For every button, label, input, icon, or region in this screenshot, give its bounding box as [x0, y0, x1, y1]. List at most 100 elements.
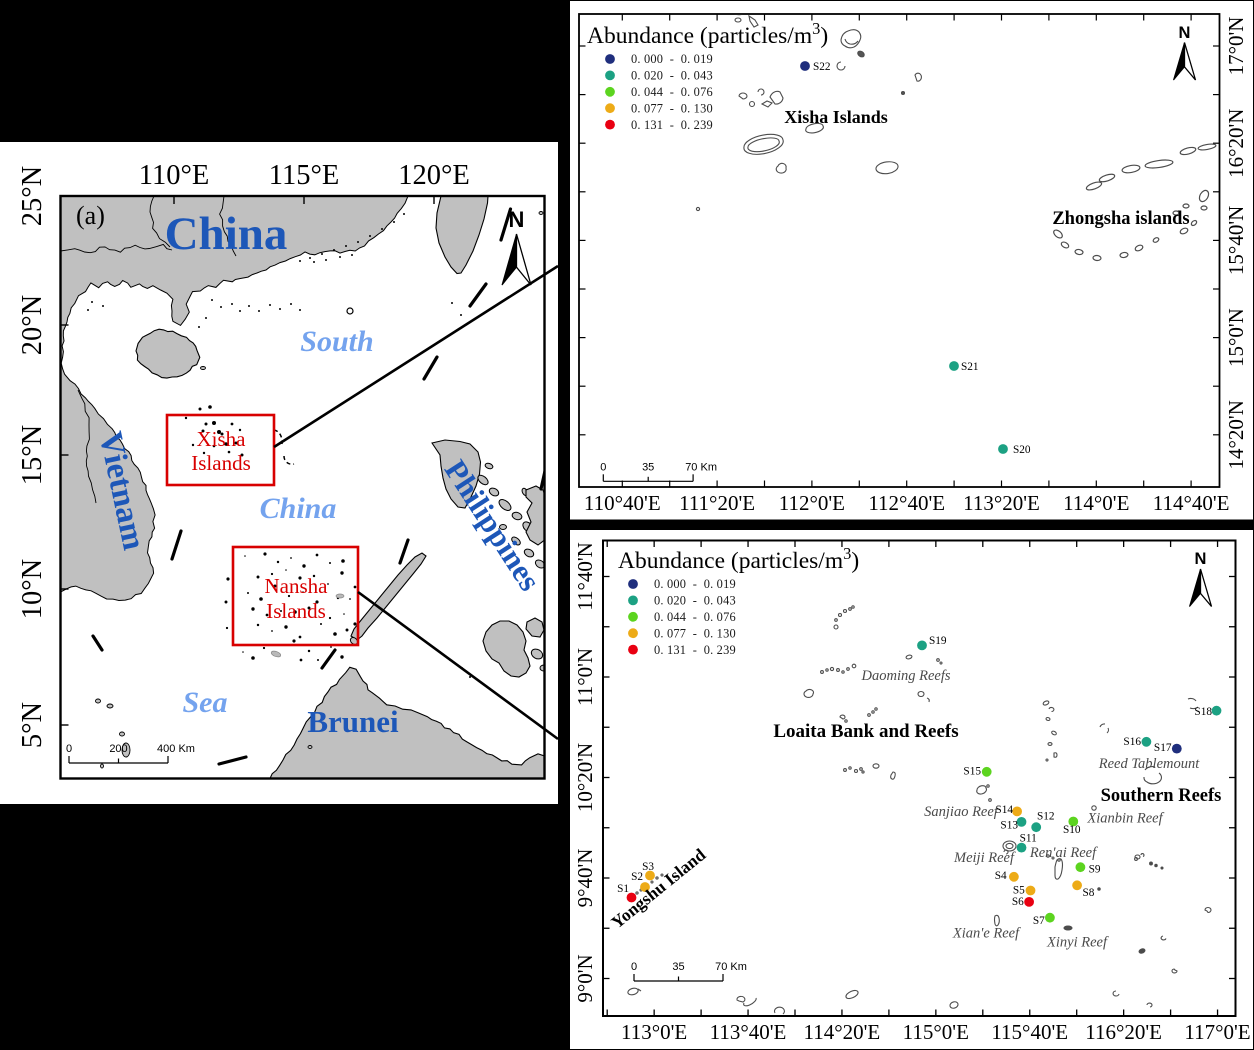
svg-text:Sanjiao Reef: Sanjiao Reef	[924, 804, 1000, 820]
svg-text:70 Km: 70 Km	[715, 961, 747, 973]
svg-text:15°N: 15°N	[17, 425, 48, 485]
svg-text:400 Km: 400 Km	[157, 743, 195, 755]
svg-text:S4: S4	[995, 870, 1007, 882]
svg-text:9°0'N: 9°0'N	[573, 954, 597, 1002]
svg-text:S18: S18	[1194, 706, 1212, 718]
svg-text:15°40'N: 15°40'N	[1224, 206, 1248, 275]
svg-text:10°N: 10°N	[17, 559, 48, 619]
svg-text:China: China	[260, 492, 337, 525]
svg-text:Abundance (particles/m3): Abundance (particles/m3)	[587, 19, 828, 50]
svg-text:0. 077 - 0. 130: 0. 077 - 0. 130	[654, 626, 736, 640]
svg-text:Reed Tablemount: Reed Tablemount	[1098, 756, 1201, 772]
svg-text:N: N	[509, 207, 525, 232]
svg-text:Xian'e Reef: Xian'e Reef	[952, 926, 1021, 942]
svg-text:0: 0	[600, 461, 606, 473]
svg-text:0. 044 - 0. 076: 0. 044 - 0. 076	[631, 85, 713, 99]
svg-text:S12: S12	[1037, 811, 1055, 823]
svg-text:110°E: 110°E	[139, 160, 210, 191]
svg-text:0. 077 - 0. 130: 0. 077 - 0. 130	[631, 101, 713, 115]
svg-text:S9: S9	[1089, 863, 1101, 875]
svg-text:S5: S5	[1013, 884, 1025, 896]
svg-text:120°E: 120°E	[398, 160, 470, 191]
svg-text:Daoming Reefs: Daoming Reefs	[861, 668, 951, 684]
svg-text:S13: S13	[1000, 820, 1018, 832]
svg-text:113°40'E: 113°40'E	[710, 1020, 787, 1044]
svg-text:S22: S22	[813, 61, 831, 73]
svg-text:25°N: 25°N	[17, 166, 48, 226]
svg-text:Abundance (particles/m3): Abundance (particles/m3)	[618, 544, 859, 575]
svg-text:115°0'E: 115°0'E	[903, 1020, 969, 1044]
svg-text:35: 35	[672, 961, 684, 973]
svg-text:111°20'E: 111°20'E	[679, 491, 755, 515]
svg-text:Brunei: Brunei	[307, 704, 399, 739]
svg-text:S3: S3	[642, 861, 654, 873]
svg-text:Loaita Bank and Reefs: Loaita Bank and Reefs	[773, 721, 958, 742]
svg-text:S7: S7	[1033, 915, 1045, 927]
svg-text:0: 0	[631, 961, 637, 973]
svg-text:S1: S1	[617, 883, 629, 895]
svg-text:114°40'E: 114°40'E	[1153, 491, 1230, 515]
svg-text:11°40'N: 11°40'N	[573, 542, 597, 611]
svg-text:0. 020 - 0. 043: 0. 020 - 0. 043	[631, 69, 713, 83]
svg-text:0. 000 - 0. 019: 0. 000 - 0. 019	[654, 577, 736, 591]
svg-text:114°0'E: 114°0'E	[1063, 491, 1129, 515]
svg-text:0. 000 - 0. 019: 0. 000 - 0. 019	[631, 52, 713, 66]
svg-text:South: South	[300, 325, 373, 358]
svg-text:Zhongsha islands: Zhongsha islands	[1052, 209, 1189, 229]
svg-text:115°40'E: 115°40'E	[991, 1020, 1068, 1044]
svg-text:113°20'E: 113°20'E	[963, 491, 1040, 515]
svg-text:116°20'E: 116°20'E	[1085, 1020, 1162, 1044]
svg-text:Xisha Islands: Xisha Islands	[784, 107, 888, 127]
svg-text:14°20'N: 14°20'N	[1224, 400, 1248, 469]
svg-text:S14: S14	[995, 804, 1013, 816]
svg-text:0: 0	[66, 743, 72, 755]
svg-text:17°0'N: 17°0'N	[1224, 17, 1248, 76]
svg-text:Islands: Islands	[191, 451, 251, 475]
svg-text:S21: S21	[961, 361, 979, 373]
svg-text:112°40'E: 112°40'E	[868, 491, 945, 515]
svg-text:S6: S6	[1012, 896, 1024, 908]
svg-text:110°40'E: 110°40'E	[584, 491, 661, 515]
svg-text:Xinyi Reef: Xinyi Reef	[1046, 935, 1109, 951]
svg-text:115°E: 115°E	[269, 160, 340, 191]
svg-text:Islands: Islands	[266, 599, 326, 623]
svg-text:Xianbin Reef: Xianbin Reef	[1086, 811, 1164, 827]
svg-text:117°0'E: 117°0'E	[1184, 1020, 1250, 1044]
svg-text:S10: S10	[1063, 824, 1081, 836]
svg-text:S19: S19	[929, 635, 947, 647]
svg-text:S11: S11	[1020, 833, 1037, 845]
svg-text:S15: S15	[963, 766, 981, 778]
svg-text:35: 35	[642, 461, 654, 473]
svg-text:112°0'E: 112°0'E	[779, 491, 845, 515]
svg-text:Xisha: Xisha	[197, 427, 247, 451]
svg-text:0. 020 - 0. 043: 0. 020 - 0. 043	[654, 594, 736, 608]
svg-text:S20: S20	[1013, 444, 1031, 456]
svg-text:S8: S8	[1083, 887, 1095, 899]
svg-text:5°N: 5°N	[17, 702, 48, 748]
svg-text:China: China	[165, 208, 288, 260]
svg-text:Southern Reefs: Southern Reefs	[1101, 786, 1222, 806]
svg-text:0. 131 - 0. 239: 0. 131 - 0. 239	[631, 118, 713, 132]
svg-text:S2: S2	[631, 871, 643, 883]
svg-text:9°40'N: 9°40'N	[573, 849, 597, 908]
svg-text:0. 131 - 0. 239: 0. 131 - 0. 239	[654, 643, 736, 657]
svg-text:S16: S16	[1123, 736, 1141, 748]
svg-text:Sea: Sea	[183, 686, 228, 719]
svg-text:Nansha: Nansha	[265, 574, 329, 598]
svg-text:15°0'N: 15°0'N	[1224, 308, 1248, 367]
svg-text:0. 044 - 0. 076: 0. 044 - 0. 076	[654, 610, 736, 624]
svg-text:Ren'ai Reef: Ren'ai Reef	[1029, 845, 1098, 861]
svg-text:10°20'N: 10°20'N	[573, 743, 597, 812]
svg-text:Meiji Reef: Meiji Reef	[953, 850, 1016, 866]
svg-text:200: 200	[109, 743, 127, 755]
svg-text:S17: S17	[1154, 742, 1172, 754]
svg-text:16°20'N: 16°20'N	[1224, 109, 1248, 178]
svg-text:70 Km: 70 Km	[685, 461, 717, 473]
svg-text:N: N	[1195, 550, 1207, 568]
svg-text:114°20'E: 114°20'E	[804, 1020, 881, 1044]
svg-text:113°0'E: 113°0'E	[621, 1020, 687, 1044]
svg-text:20°N: 20°N	[17, 295, 48, 355]
svg-text:11°0'N: 11°0'N	[573, 648, 597, 706]
svg-text:(a): (a)	[76, 201, 105, 230]
svg-text:N: N	[1179, 24, 1191, 42]
